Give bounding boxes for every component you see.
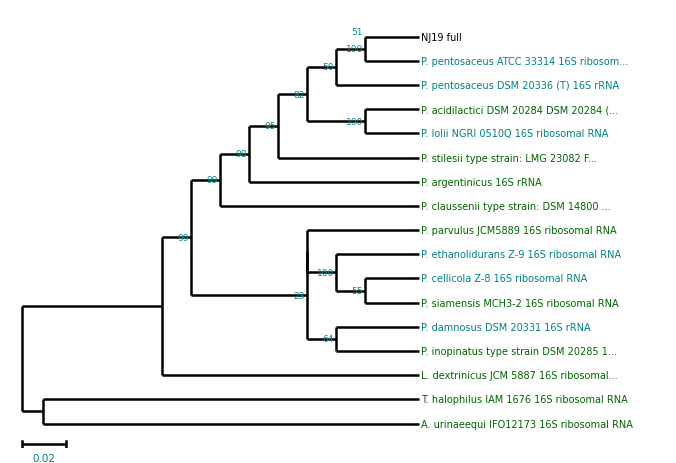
Text: 50: 50	[322, 63, 334, 72]
Text: P. cellicola Z-8 16S ribosomal RNA: P. cellicola Z-8 16S ribosomal RNA	[420, 274, 587, 284]
Text: A. urinaeequi IFO12173 16S ribosomal RNA: A. urinaeequi IFO12173 16S ribosomal RNA	[420, 419, 633, 429]
Text: NJ19 full: NJ19 full	[420, 32, 462, 43]
Text: 100: 100	[345, 45, 363, 54]
Text: 99: 99	[207, 176, 218, 185]
Text: P. parvulus JCM5889 16S ribosomal RNA: P. parvulus JCM5889 16S ribosomal RNA	[420, 225, 617, 236]
Text: 100: 100	[316, 269, 334, 277]
Text: P. stilesii type strain: LMG 23082 F...: P. stilesii type strain: LMG 23082 F...	[420, 153, 596, 163]
Text: 55: 55	[352, 287, 363, 295]
Text: 99: 99	[178, 233, 189, 243]
Text: P. pentosaceus ATCC 33314 16S ribosom...: P. pentosaceus ATCC 33314 16S ribosom...	[420, 57, 628, 67]
Text: P. ethanolidurans Z-9 16S ribosomal RNA: P. ethanolidurans Z-9 16S ribosomal RNA	[420, 250, 621, 260]
Text: T. halophilus IAM 1676 16S ribosomal RNA: T. halophilus IAM 1676 16S ribosomal RNA	[420, 394, 627, 405]
Text: P. siamensis MCH3-2 16S ribosomal RNA: P. siamensis MCH3-2 16S ribosomal RNA	[420, 298, 619, 308]
Text: 95: 95	[264, 122, 276, 131]
Text: P. lolii NGRI 0510Q 16S ribosomal RNA: P. lolii NGRI 0510Q 16S ribosomal RNA	[420, 129, 608, 139]
Text: 0.02: 0.02	[32, 453, 55, 463]
Text: 98: 98	[236, 150, 247, 159]
Text: 51: 51	[352, 28, 363, 37]
Text: P. argentinicus 16S rRNA: P. argentinicus 16S rRNA	[420, 177, 541, 188]
Text: P. damnosus DSM 20331 16S rRNA: P. damnosus DSM 20331 16S rRNA	[420, 322, 590, 332]
Text: P. claussenii type strain: DSM 14800 ...: P. claussenii type strain: DSM 14800 ...	[420, 201, 610, 212]
Text: P. pentosaceus DSM 20336 (T) 16S rRNA: P. pentosaceus DSM 20336 (T) 16S rRNA	[420, 81, 619, 91]
Text: 23: 23	[293, 291, 305, 300]
Text: 64: 64	[322, 335, 334, 344]
Text: L. dextrinicus JCM 5887 16S ribosomal...: L. dextrinicus JCM 5887 16S ribosomal...	[420, 370, 617, 381]
Text: P. inopinatus type strain DSM 20285 1...: P. inopinatus type strain DSM 20285 1...	[420, 346, 617, 356]
Text: P. acidilactici DSM 20284 DSM 20284 (...: P. acidilactici DSM 20284 DSM 20284 (...	[420, 105, 618, 115]
Text: 100: 100	[345, 118, 363, 126]
Text: 82: 82	[293, 90, 305, 100]
